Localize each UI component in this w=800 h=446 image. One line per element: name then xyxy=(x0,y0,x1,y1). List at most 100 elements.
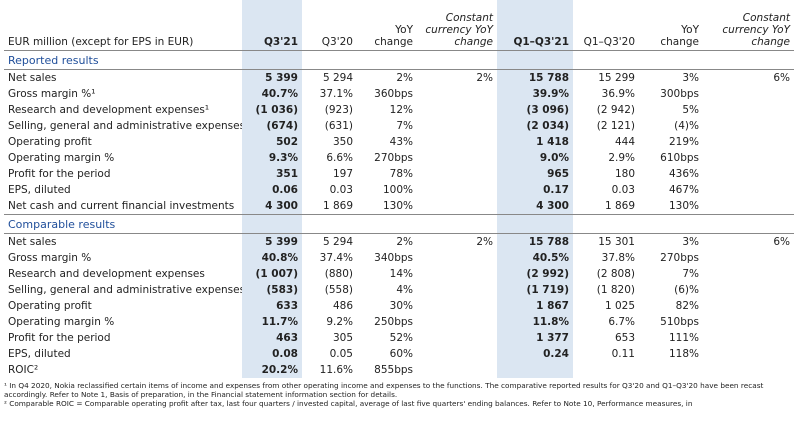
row-label: ROIC² xyxy=(8,364,39,376)
data-row: Operating profit 633 486 30% 1 867 1 025 82% xyxy=(4,298,794,314)
cell xyxy=(703,134,794,150)
cell: 12% xyxy=(389,104,413,116)
row-label: Operating margin % xyxy=(8,152,115,164)
data-row: Net cash and current financial investmen… xyxy=(4,198,794,215)
cell: 965 xyxy=(497,166,573,182)
cell xyxy=(417,250,497,266)
cell: 633 xyxy=(242,298,302,314)
cell xyxy=(703,50,794,70)
row-label: Selling, general and administrative expe… xyxy=(8,120,242,132)
cell: 502 xyxy=(242,134,302,150)
cell: 9.2% xyxy=(326,316,353,328)
cell xyxy=(703,298,794,314)
cell xyxy=(417,102,497,118)
cell: 0.08 xyxy=(242,346,302,362)
column-header: YoY change xyxy=(639,0,703,51)
cell: (923) xyxy=(324,104,353,116)
row-label: Profit for the period xyxy=(8,168,111,180)
cell xyxy=(703,182,794,198)
cell xyxy=(417,198,497,215)
cell xyxy=(302,214,357,234)
row-label: Net sales xyxy=(8,236,57,248)
cell: 467% xyxy=(668,184,699,196)
cell: 197 xyxy=(332,168,353,180)
cell xyxy=(703,150,794,166)
footnote: ¹ In Q4 2020, Nokia reclassified certain… xyxy=(4,381,764,399)
cell: 130% xyxy=(382,200,413,212)
cell: 6.6% xyxy=(326,152,353,164)
column-header: Q3'20 xyxy=(302,0,357,51)
column-header: Q3'21 xyxy=(242,0,302,51)
data-row: Research and development expenses (1 007)… xyxy=(4,266,794,282)
row-label: Profit for the period xyxy=(8,332,111,344)
cell: 7% xyxy=(682,268,699,280)
cell xyxy=(417,346,497,362)
data-row: Profit for the period 351 197 78% 965 180 436% xyxy=(4,166,794,182)
cell: 360bps xyxy=(374,88,413,100)
cell: 1 025 xyxy=(604,300,635,312)
data-row: Selling, general and administrative expe… xyxy=(4,282,794,298)
cell: 270bps xyxy=(374,152,413,164)
cell: 40.7% xyxy=(242,86,302,102)
cell: 0.17 xyxy=(497,182,573,198)
row-label: Net sales xyxy=(8,72,57,84)
cell: 6% xyxy=(773,236,790,248)
cell: 463 xyxy=(242,330,302,346)
data-row: Operating margin % 11.7% 9.2% 250bps 11.8% 6.… xyxy=(4,314,794,330)
cell xyxy=(417,150,497,166)
cell: (2 121) xyxy=(596,120,635,132)
cell xyxy=(639,214,703,234)
cell: 250bps xyxy=(374,316,413,328)
cell: 653 xyxy=(614,332,635,344)
row-label: Gross margin %¹ xyxy=(8,88,96,100)
cell xyxy=(417,182,497,198)
cell xyxy=(703,282,794,298)
data-row: Research and development expenses¹ (1 036… xyxy=(4,102,794,118)
cell xyxy=(417,118,497,134)
row-label: Operating margin % xyxy=(8,316,115,328)
cell: (1 719) xyxy=(497,282,573,298)
cell: 6.7% xyxy=(608,316,635,328)
cell: (1 820) xyxy=(596,284,635,296)
cell: 5 399 xyxy=(242,69,302,86)
row-label: Research and development expenses xyxy=(8,268,205,280)
cell: 4 300 xyxy=(242,198,302,215)
cell: 1 867 xyxy=(497,298,573,314)
cell xyxy=(703,250,794,266)
cell: 219% xyxy=(668,136,699,148)
row-label: Research and development expenses¹ xyxy=(8,104,210,116)
cell xyxy=(703,86,794,102)
cell: 15 299 xyxy=(598,72,635,84)
cell xyxy=(417,166,497,182)
cell: 60% xyxy=(389,348,413,360)
cell xyxy=(497,362,573,378)
cell: 6% xyxy=(773,72,790,84)
cell xyxy=(703,266,794,282)
cell xyxy=(302,50,357,70)
cell xyxy=(417,330,497,346)
column-header: EUR million (except for EPS in EUR) xyxy=(4,0,242,51)
cell xyxy=(417,266,497,282)
cell: 610bps xyxy=(660,152,699,164)
row-label: Gross margin % xyxy=(8,252,92,264)
cell: 0.24 xyxy=(497,346,573,362)
cell: 0.05 xyxy=(329,348,353,360)
cell: 180 xyxy=(614,168,635,180)
cell xyxy=(497,50,573,70)
cell: 4% xyxy=(396,284,413,296)
cell: 30% xyxy=(389,300,413,312)
cell: 20.2% xyxy=(242,362,302,378)
cell xyxy=(703,102,794,118)
cell: 100% xyxy=(382,184,413,196)
cell: 2% xyxy=(396,236,413,248)
cell: 305 xyxy=(332,332,353,344)
data-row: Selling, general and administrative expe… xyxy=(4,118,794,134)
cell: 300bps xyxy=(660,88,699,100)
cell: 3% xyxy=(682,72,699,84)
footnotes: ¹ In Q4 2020, Nokia reclassified certain… xyxy=(4,381,796,408)
cell: (2 034) xyxy=(497,118,573,134)
cell: (583) xyxy=(242,282,302,298)
cell xyxy=(703,346,794,362)
cell: (2 808) xyxy=(596,268,635,280)
cell xyxy=(417,86,497,102)
